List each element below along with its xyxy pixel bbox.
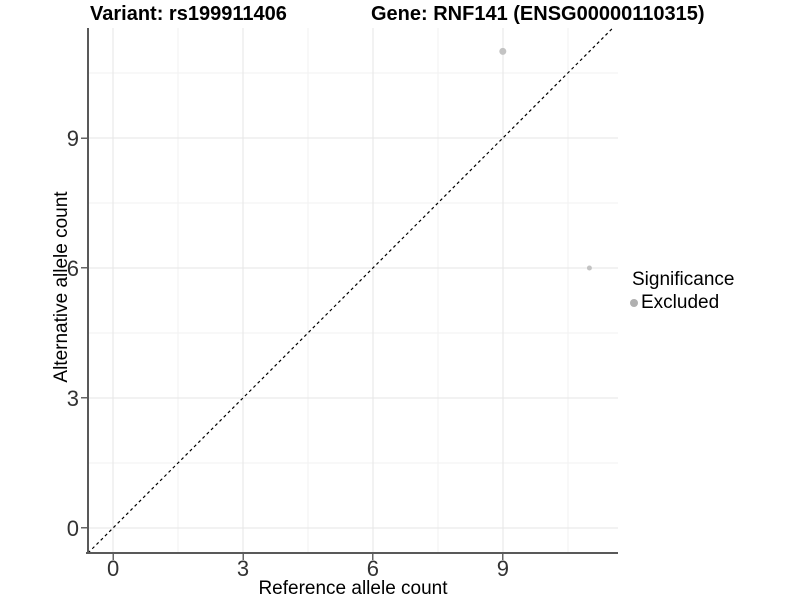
x-tick-label: 0 [107, 556, 119, 581]
identity-dashed-line [87, 27, 614, 554]
legend-point-icon [630, 299, 638, 307]
legend-item-excluded: Excluded [630, 292, 734, 314]
data-point [499, 47, 507, 55]
x-tick-label: 9 [497, 556, 509, 581]
plot-title-variant: Variant: rs199911406 [90, 3, 287, 25]
y-tick-label: 9 [67, 126, 79, 151]
plot-title-gene: Gene: RNF141 (ENSG00000110315) [371, 3, 705, 25]
y-tick-label: 0 [67, 516, 79, 541]
legend-item-label: Excluded [641, 292, 720, 313]
legend-title: Significance [632, 269, 735, 290]
legend: Significance Excluded [630, 269, 734, 314]
y-axis-title: Alternative allele count [51, 191, 72, 383]
data-point [586, 265, 592, 271]
y-tick-label: 6 [67, 256, 79, 281]
x-tick-label: 6 [367, 556, 379, 581]
x-axis-title: Reference allele count [258, 578, 448, 599]
y-tick-label: 3 [67, 386, 79, 411]
x-tick-label: 3 [237, 556, 249, 581]
